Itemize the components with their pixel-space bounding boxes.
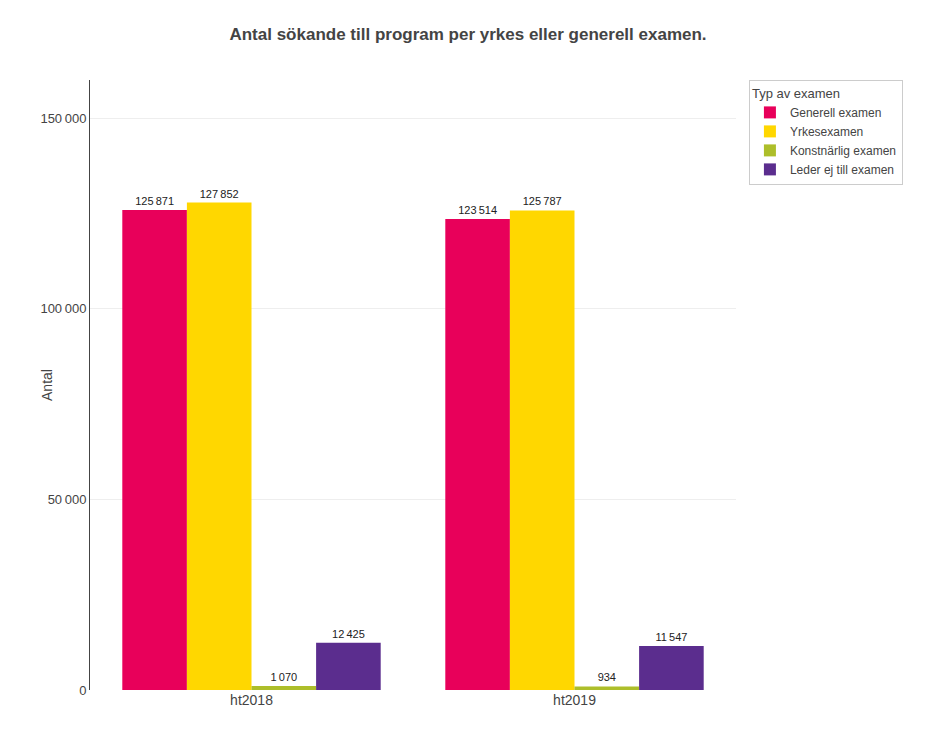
svg-text:ht2018: ht2018 [230, 692, 273, 708]
svg-text:Generell examen: Generell examen [790, 106, 881, 120]
svg-text:Yrkesexamen: Yrkesexamen [790, 125, 863, 139]
svg-text:123 514: 123 514 [458, 204, 497, 216]
svg-text:12 425: 12 425 [332, 628, 365, 640]
svg-text:100 000: 100 000 [40, 301, 86, 316]
svg-text:Typ av examen: Typ av examen [752, 86, 840, 101]
svg-text:1 070: 1 070 [270, 671, 297, 683]
svg-text:150 000: 150 000 [40, 111, 86, 126]
svg-text:0: 0 [79, 683, 86, 698]
svg-text:Konstnärlig examen: Konstnärlig examen [790, 144, 896, 158]
svg-text:125 871: 125 871 [135, 195, 174, 207]
svg-text:127 852: 127 852 [200, 188, 239, 200]
svg-text:934: 934 [598, 671, 616, 683]
svg-text:50 000: 50 000 [48, 492, 87, 507]
svg-text:11 547: 11 547 [655, 631, 687, 643]
svg-text:Leder ej till examen: Leder ej till examen [790, 163, 894, 177]
svg-text:ht2019: ht2019 [553, 692, 596, 708]
svg-text:125 787: 125 787 [523, 195, 562, 207]
svg-text:Antal sökande till program per: Antal sökande till program per yrkes ell… [229, 25, 706, 44]
svg-text:Antal: Antal [39, 369, 55, 401]
